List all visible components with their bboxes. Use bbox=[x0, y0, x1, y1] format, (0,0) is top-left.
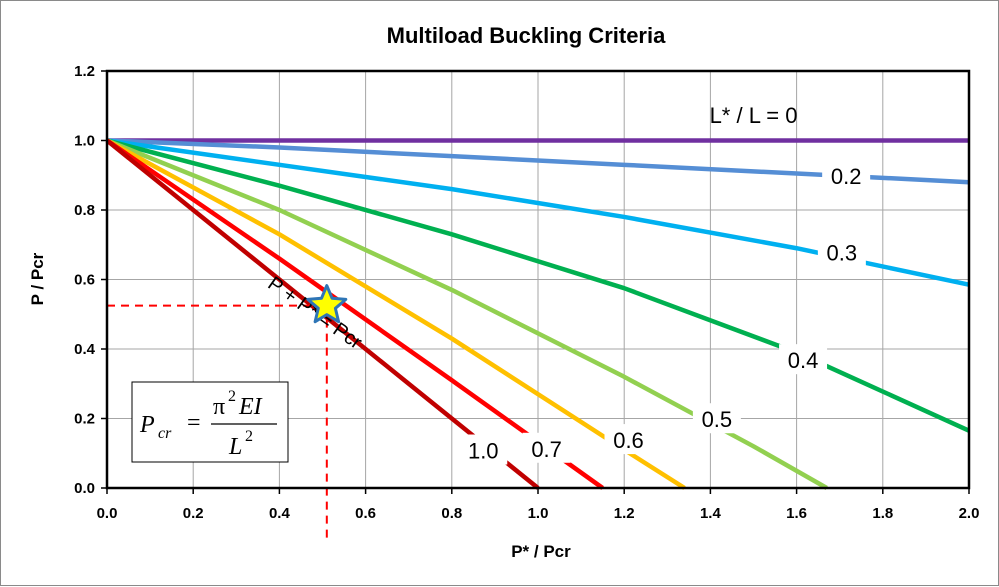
series-label-bg bbox=[692, 403, 741, 434]
formula-denominator: L bbox=[228, 434, 242, 460]
x-tick-label: 0.8 bbox=[441, 505, 462, 522]
y-tick-label: 0.4 bbox=[74, 341, 96, 358]
plot-area-border bbox=[105, 69, 971, 490]
series-line-0_6 bbox=[105, 138, 686, 490]
y-axis-label: P / Pcr bbox=[28, 252, 47, 305]
series-label-0_4: 0.4 bbox=[788, 348, 819, 373]
marker-guides bbox=[107, 304, 328, 541]
x-axis-label: P* / Pcr bbox=[511, 542, 571, 561]
y-tick-label: 1.0 bbox=[74, 133, 95, 150]
x-tick-label: 1.6 bbox=[786, 505, 807, 522]
x-tick-label: 1.4 bbox=[700, 505, 722, 522]
chart-title: Multiload Buckling Criteria bbox=[387, 23, 666, 48]
formula-numerator-rest: EI bbox=[238, 394, 263, 420]
marker-star-icon bbox=[306, 284, 348, 324]
series-label-0_6: 0.6 bbox=[613, 428, 644, 453]
series-label-bg bbox=[817, 236, 866, 267]
formula-numerator: π bbox=[213, 394, 225, 420]
series-label-bg bbox=[822, 159, 871, 190]
formula-denominator-sup: 2 bbox=[245, 428, 253, 445]
x-tick-label: 1.2 bbox=[614, 505, 635, 522]
y-tick-label: 0.8 bbox=[74, 202, 95, 219]
series-line-0_5 bbox=[106, 138, 828, 490]
x-tick-label: 0.4 bbox=[269, 505, 291, 522]
y-tick-label: 0.2 bbox=[74, 411, 95, 428]
series-label-0_3: 0.3 bbox=[827, 240, 858, 265]
x-tick-label: 0.2 bbox=[183, 505, 204, 522]
y-tick-label: 0.6 bbox=[74, 272, 95, 289]
formula-numerator-sup: 2 bbox=[228, 388, 236, 405]
tick-labels: 0.0 0.2 0.4 0.6 0.8 1.0 1.2 1.4 1.6 1.8 2.0 0.0 0.2 0… bbox=[74, 63, 979, 522]
series-label-0_7: 0.7 bbox=[531, 437, 562, 462]
series-label-bg bbox=[522, 432, 571, 463]
y-tick-label: 0.0 bbox=[74, 480, 95, 497]
formula-lhs-sub: cr bbox=[158, 425, 172, 442]
formula-box: P cr = π 2 EI L 2 bbox=[131, 381, 289, 463]
series-label-1_0: 1.0 bbox=[468, 439, 499, 464]
x-tick-label: 1.8 bbox=[872, 505, 893, 522]
y-tick-label: 1.2 bbox=[74, 63, 95, 80]
series-label-bg bbox=[459, 434, 508, 465]
x-tick-label: 0.6 bbox=[355, 505, 376, 522]
series-label-bg bbox=[779, 344, 828, 375]
x-tick-label: 2.0 bbox=[959, 505, 980, 522]
series-label-0_2: 0.2 bbox=[831, 164, 862, 189]
series-labels: L* / L = 0 0.2 0.3 0.4 0.5 0.6 0.7 1.0 bbox=[459, 103, 871, 465]
series-label-bg bbox=[604, 424, 653, 455]
x-tick-label: 1.0 bbox=[528, 505, 549, 522]
series-label-0_5: 0.5 bbox=[702, 407, 733, 432]
series-label-0: L* / L = 0 bbox=[710, 103, 798, 128]
formula-lhs: P bbox=[139, 412, 155, 438]
x-tick-label: 0.0 bbox=[97, 505, 118, 522]
svg-text:=: = bbox=[187, 410, 201, 436]
